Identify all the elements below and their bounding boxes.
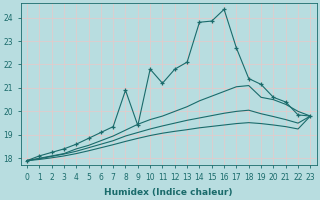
X-axis label: Humidex (Indice chaleur): Humidex (Indice chaleur) — [104, 188, 233, 197]
